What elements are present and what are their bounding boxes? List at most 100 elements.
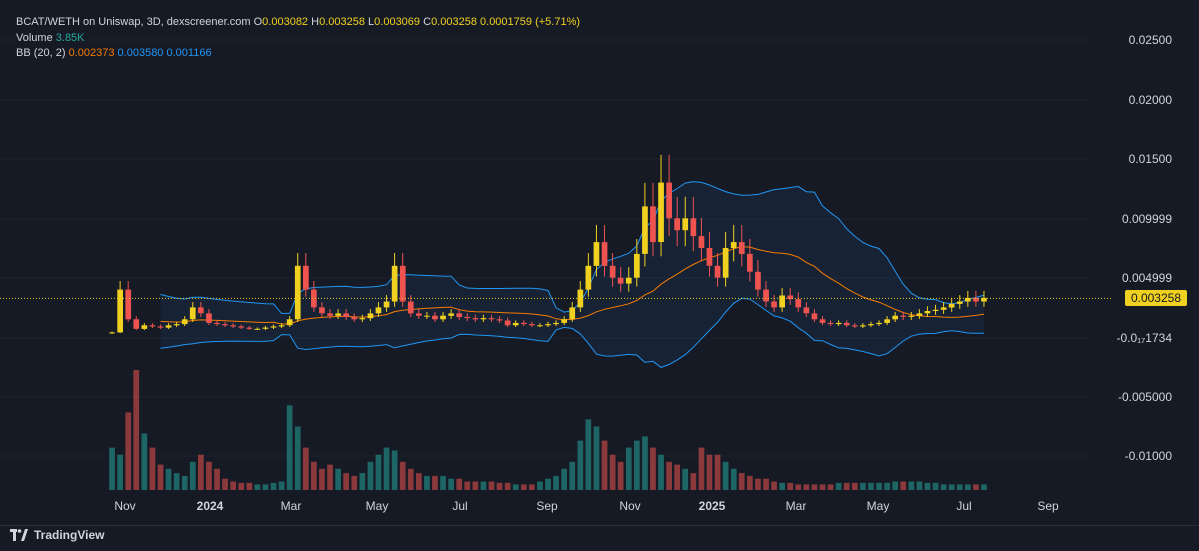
candle-body: [432, 315, 438, 320]
volume-bar: [165, 468, 172, 490]
tradingview-logo[interactable]: TradingView: [10, 528, 104, 542]
y-tick-label: -0.01000: [1124, 449, 1172, 463]
volume-bar: [424, 475, 430, 490]
candle-body: [811, 313, 818, 320]
volume-bar: [529, 484, 535, 490]
volume-bar: [730, 468, 737, 490]
candle-body: [650, 206, 656, 243]
volume-bar: [779, 482, 785, 490]
candle-body: [553, 322, 559, 325]
volume-bar: [553, 475, 559, 490]
volume-bar: [650, 447, 656, 490]
volume-bar: [674, 464, 680, 490]
x-tick-label: Mar: [785, 499, 807, 513]
volume-bar: [359, 473, 366, 490]
volume-bar: [416, 473, 422, 490]
volume-bar: [956, 484, 963, 490]
volume-bar: [924, 482, 931, 490]
volume-bar: [706, 454, 713, 490]
x-tick-label: Sep: [536, 499, 558, 513]
candle-body: [117, 289, 123, 333]
candle-body: [335, 313, 341, 316]
volume-bar: [545, 478, 551, 490]
candle-body: [771, 301, 777, 308]
candle-body: [561, 319, 567, 323]
candle-body: [787, 295, 794, 300]
volume-bar: [133, 370, 140, 490]
volume-bar: [399, 461, 406, 490]
x-tick-label: May: [866, 499, 890, 513]
candle-body: [900, 315, 907, 317]
volume-bar: [198, 454, 204, 490]
tradingview-text: TradingView: [34, 528, 105, 542]
volume-bar: [690, 473, 697, 490]
bb-upper-value: 0.003580: [117, 47, 164, 59]
volume-bar: [278, 481, 285, 490]
candle-body: [940, 307, 947, 310]
volume-bar: [843, 482, 850, 490]
last-price-label: 0.003258: [1124, 290, 1187, 307]
candle-body: [617, 277, 624, 284]
candle-body: [714, 265, 721, 278]
candle-body: [448, 313, 454, 316]
candle-body: [698, 236, 705, 248]
candle-body: [803, 307, 810, 314]
x-tick-label: 2024: [196, 499, 224, 513]
candle-body: [359, 318, 366, 320]
volume-bar: [722, 461, 729, 490]
y-tick-label: 0.01500: [1128, 152, 1172, 166]
candle-body: [835, 322, 842, 325]
volume-bar: [771, 481, 777, 490]
volume-bar: [173, 473, 180, 490]
candle-body: [488, 318, 495, 320]
candle-body: [948, 303, 955, 308]
candle-body: [973, 297, 979, 302]
bb-lower-line: [160, 297, 985, 368]
candle-body: [795, 299, 802, 308]
volume-bar: [238, 482, 245, 490]
candle-body: [755, 271, 761, 290]
volume-bar: [149, 447, 156, 490]
volume-bar: [254, 484, 261, 490]
candle-body: [311, 289, 317, 308]
volume-bar: [448, 478, 454, 490]
candle-body: [521, 322, 527, 325]
y-tick-label: 0.02500: [1128, 33, 1172, 47]
y-tick-label: 0.009999: [1121, 212, 1172, 226]
volume-bar: [464, 481, 471, 490]
candle-body: [149, 325, 156, 327]
volume-bar: [141, 433, 148, 490]
volume-bar: [617, 461, 624, 490]
candle-body: [383, 301, 390, 308]
candle-body: [666, 182, 672, 219]
volume-bar: [222, 478, 228, 490]
volume-bar: [214, 468, 220, 490]
volume-bar: [819, 484, 826, 490]
volume-bar: [827, 484, 834, 490]
volume-bar: [311, 461, 317, 490]
candle-body: [779, 295, 785, 308]
candle-body: [827, 322, 834, 325]
candle-body: [593, 242, 600, 266]
candle-body: [956, 301, 963, 304]
volume-bar: [488, 481, 495, 490]
candle-body: [747, 253, 753, 272]
volume-bar: [181, 475, 188, 490]
x-tick-label: Nov: [619, 499, 641, 513]
candle-body: [884, 319, 890, 323]
volume-bar: [948, 484, 955, 490]
x-tick-label: Nov: [114, 499, 136, 513]
volume-bar: [714, 454, 721, 490]
candle-body: [601, 242, 608, 266]
volume-bar: [634, 440, 640, 490]
volume-bar: [189, 461, 196, 490]
volume-bar: [206, 461, 212, 490]
volume-bar: [601, 440, 608, 490]
candle-body: [198, 307, 204, 314]
volume-bar: [407, 468, 414, 490]
volume-bar: [747, 475, 753, 490]
candle-body: [916, 313, 923, 316]
tradingview-icon: [10, 529, 28, 541]
candle-body: [327, 313, 333, 316]
